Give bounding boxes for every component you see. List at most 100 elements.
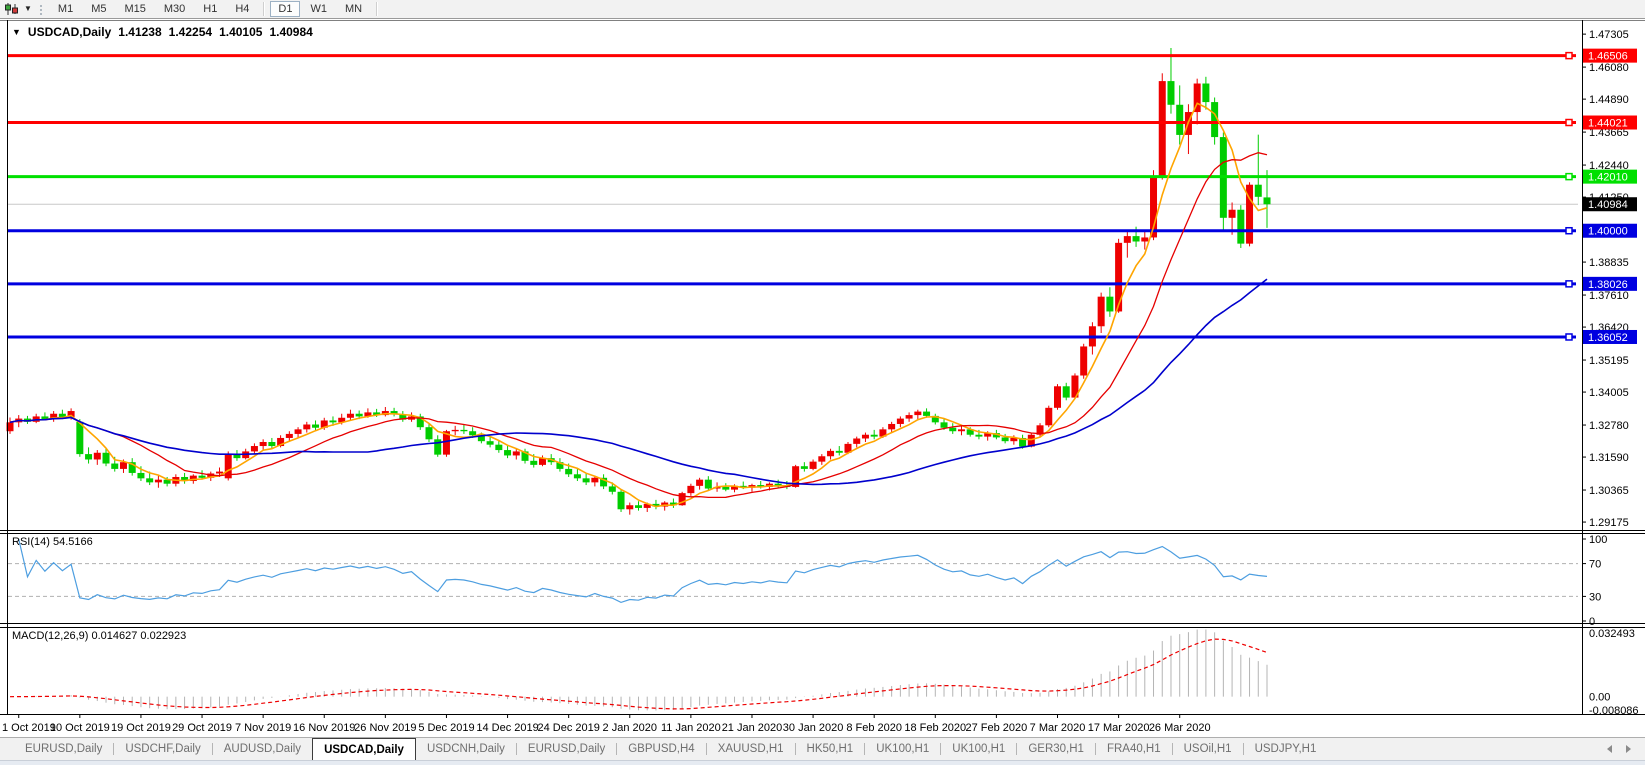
line-handle xyxy=(1565,172,1573,181)
timeframe-button-d1[interactable]: D1 xyxy=(270,1,301,17)
svg-text:1.29175: 1.29175 xyxy=(1589,517,1629,529)
chart-title: ▼ USDCAD,Daily 1.41238 1.42254 1.40105 1… xyxy=(12,25,320,39)
svg-text:1.35195: 1.35195 xyxy=(1589,355,1629,367)
tab-divider xyxy=(794,743,796,755)
timeframe-button-mn[interactable]: MN xyxy=(344,3,363,15)
svg-text:1.46080: 1.46080 xyxy=(1589,62,1629,74)
svg-text:1 Oct 2019: 1 Oct 2019 xyxy=(2,722,56,734)
timeframe-button-m15[interactable]: M15 xyxy=(124,3,146,15)
svg-text:70: 70 xyxy=(1589,559,1601,571)
tab-xauusd-h1[interactable]: XAUUSD,H1 xyxy=(717,743,784,755)
line-handle xyxy=(1565,226,1573,235)
candles-layer xyxy=(6,47,1271,515)
tab-scroll-right-icon[interactable] xyxy=(1626,744,1631,753)
tab-audusd-daily[interactable]: AUDUSD,Daily xyxy=(223,743,302,755)
svg-text:1.32780: 1.32780 xyxy=(1589,420,1629,432)
svg-text:1.34005: 1.34005 xyxy=(1589,387,1629,399)
line-handle xyxy=(1565,51,1573,60)
svg-text:0: 0 xyxy=(1589,616,1595,628)
tab-bar: EURUSD,Daily USDCHF,Daily AUDUSD,Daily USDC… xyxy=(0,737,1645,760)
timeframe-button-m30[interactable]: M30 xyxy=(163,3,186,15)
svg-text:26 Mar 2020: 26 Mar 2020 xyxy=(1149,722,1211,734)
tab-gbpusd-h4[interactable]: GBPUSD,H4 xyxy=(628,743,695,755)
tab-divider xyxy=(515,743,517,755)
svg-text:11 Jan 2020: 11 Jan 2020 xyxy=(661,722,721,734)
svg-text:30: 30 xyxy=(1589,591,1601,603)
tab-divider xyxy=(940,743,942,755)
tab-usdcnh-daily[interactable]: USDCNH,Daily xyxy=(426,743,505,755)
svg-text:1.42010: 1.42010 xyxy=(1588,172,1628,184)
svg-text:1.40000: 1.40000 xyxy=(1588,226,1628,238)
tab-uk100-h1[interactable]: UK100,H1 xyxy=(876,743,930,755)
svg-text:1.46506: 1.46506 xyxy=(1588,51,1628,63)
svg-text:26 Nov 2019: 26 Nov 2019 xyxy=(354,722,416,734)
svg-text:24 Dec 2019: 24 Dec 2019 xyxy=(537,722,599,734)
svg-text:0.00: 0.00 xyxy=(1589,692,1610,704)
chevron-down-icon[interactable]: ▼ xyxy=(24,4,32,13)
timeframe-button-h1[interactable]: H1 xyxy=(203,3,218,15)
svg-text:1.47305: 1.47305 xyxy=(1589,29,1629,41)
svg-text:7 Nov 2019: 7 Nov 2019 xyxy=(235,722,291,734)
tab-divider xyxy=(1171,743,1173,755)
svg-text:0.032493: 0.032493 xyxy=(1589,628,1635,640)
svg-text:100: 100 xyxy=(1589,534,1607,546)
svg-text:18 Feb 2020: 18 Feb 2020 xyxy=(904,722,966,734)
svg-text:2 Jan 2020: 2 Jan 2020 xyxy=(603,722,657,734)
tab-eurusd-daily[interactable]: EURUSD,Daily xyxy=(25,743,103,755)
rsi-line xyxy=(18,538,1268,604)
timeframe-button-h4[interactable]: H4 xyxy=(235,3,250,15)
svg-text:1.44890: 1.44890 xyxy=(1589,94,1629,106)
chart-menu-icon[interactable]: ▼ xyxy=(12,27,21,37)
timeframe-button-w1[interactable]: W1 xyxy=(310,3,327,15)
tab-uk100-h1[interactable]: UK100,H1 xyxy=(952,743,1006,755)
svg-text:1.40984: 1.40984 xyxy=(1588,199,1628,211)
svg-text:5 Dec 2019: 5 Dec 2019 xyxy=(418,722,474,734)
timeframe-button-m5[interactable]: M5 xyxy=(91,3,107,15)
tab-usdchf-daily[interactable]: USDCHF,Daily xyxy=(125,743,201,755)
chart-window: 1.47305 1.46080 1.44890 1.43665 1.42440 1.412… xyxy=(0,20,1645,737)
svg-text:1.38026: 1.38026 xyxy=(1588,279,1628,291)
svg-text:1.36052: 1.36052 xyxy=(1588,332,1628,344)
line-handle xyxy=(1565,280,1573,288)
tab-eurusd-daily[interactable]: EURUSD,Daily xyxy=(527,743,606,755)
tab-divider xyxy=(211,743,213,755)
tab-divider xyxy=(1094,743,1096,755)
tab-hk50-h1[interactable]: HK50,H1 xyxy=(806,743,854,755)
tab-divider xyxy=(864,743,866,755)
svg-text:30 Jan 2020: 30 Jan 2020 xyxy=(783,722,844,734)
tab-fra40-h1[interactable]: FRA40,H1 xyxy=(1106,743,1161,755)
status-bar xyxy=(0,760,1645,765)
tab-usdjpy-h1[interactable]: USDJPY,H1 xyxy=(1254,743,1317,755)
candlestick-chart-icon xyxy=(5,3,18,15)
ohlc-close: 1.40984 xyxy=(269,25,313,39)
svg-text:29 Oct 2019: 29 Oct 2019 xyxy=(172,722,232,734)
tab-divider xyxy=(1016,743,1018,755)
macd-histogram xyxy=(18,629,1268,711)
tab-usdcad-daily[interactable]: USDCAD,Daily xyxy=(312,738,416,760)
toolbar-grip-handle[interactable] xyxy=(37,2,43,16)
tab-ger30-h1[interactable]: GER30,H1 xyxy=(1028,743,1084,755)
timeframe-button-m1[interactable]: M1 xyxy=(57,3,74,15)
svg-text:16 Nov 2019: 16 Nov 2019 xyxy=(293,722,355,734)
svg-text:1.42440: 1.42440 xyxy=(1589,160,1629,172)
svg-text:1.37610: 1.37610 xyxy=(1589,290,1629,302)
svg-text:1.31590: 1.31590 xyxy=(1589,452,1629,464)
toolbar-separator xyxy=(376,2,378,16)
chart-type-button[interactable]: ▼ xyxy=(3,2,36,16)
svg-text:19 Oct 2019: 19 Oct 2019 xyxy=(111,722,171,734)
macd-signal-line xyxy=(9,638,1268,710)
chart-canvas[interactable]: 1.47305 1.46080 1.44890 1.43665 1.42440 1.412… xyxy=(0,20,1645,737)
tab-usoil-h1[interactable]: USOil,H1 xyxy=(1183,743,1232,755)
svg-text:27 Feb 2020: 27 Feb 2020 xyxy=(966,722,1028,734)
svg-text:-0.008086: -0.008086 xyxy=(1589,705,1639,717)
line-handle xyxy=(1565,118,1573,127)
tab-divider xyxy=(1242,743,1244,755)
tab-divider xyxy=(705,743,707,755)
tab-scroll-arrows xyxy=(1607,737,1631,760)
ohlc-high: 1.42254 xyxy=(168,25,213,39)
tab-scroll-left-icon[interactable] xyxy=(1607,744,1612,753)
macd-indicator-label: MACD(12,26,9) 0.014627 0.022923 xyxy=(12,630,187,642)
ohlc-low: 1.40105 xyxy=(219,25,263,39)
tab-divider xyxy=(616,743,618,755)
